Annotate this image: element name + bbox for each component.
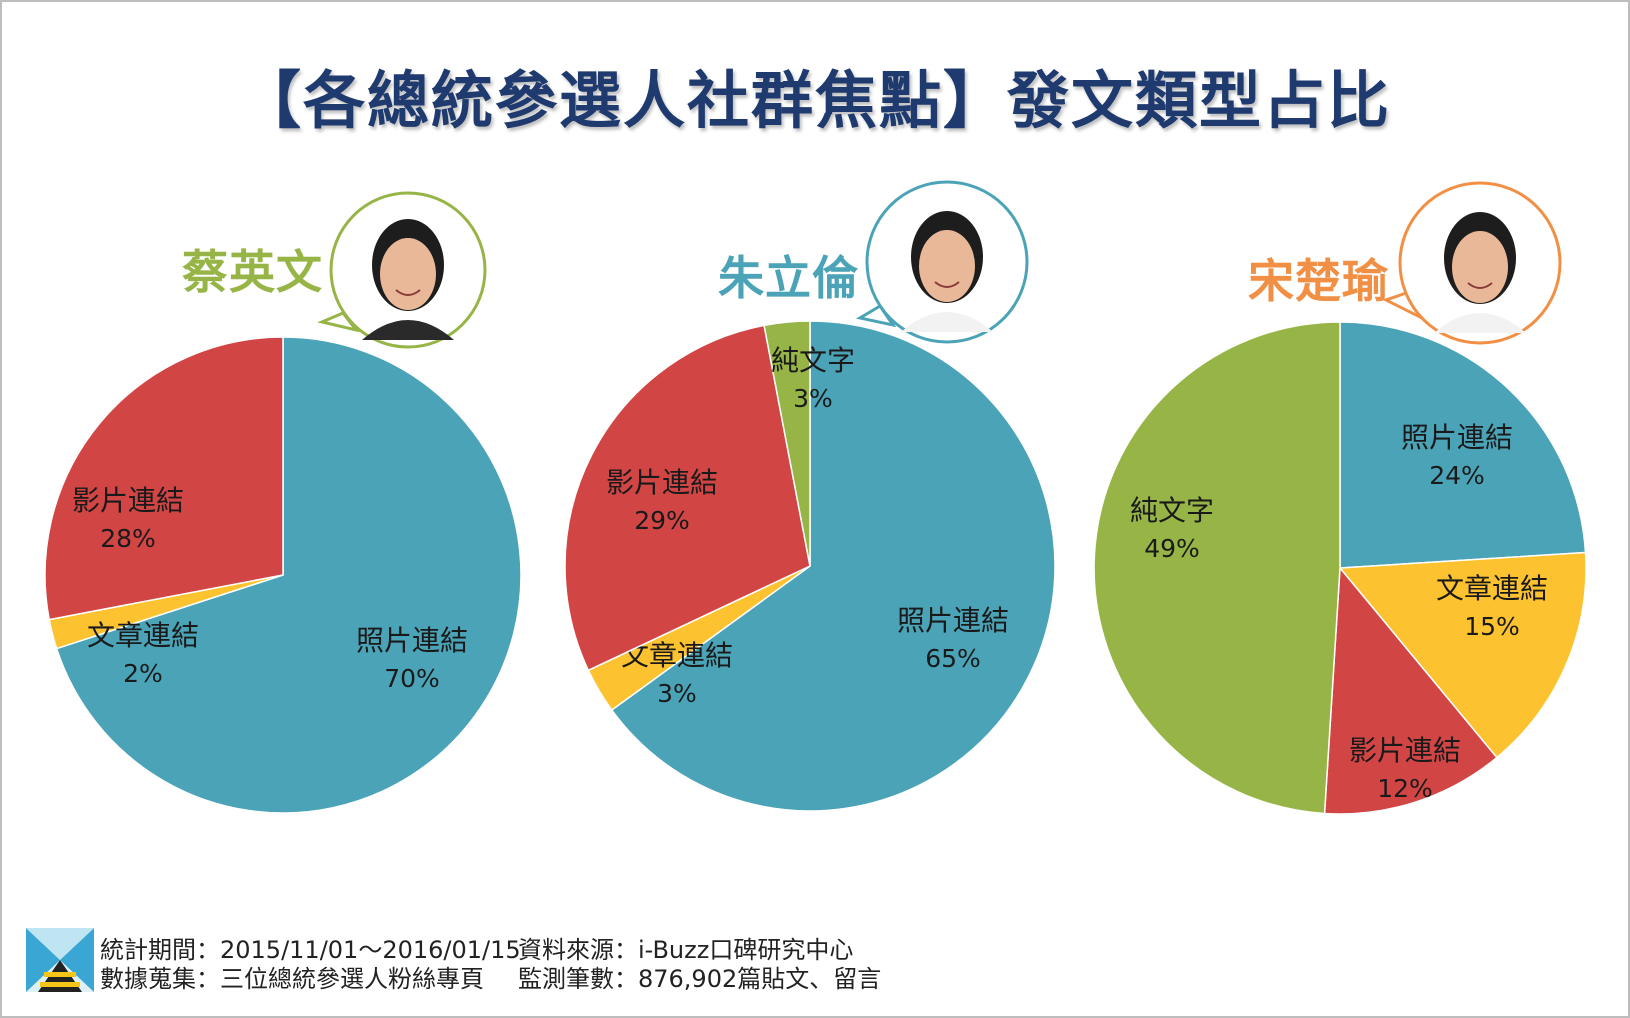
- pie-chart: 照片連結 24% 文章連結 15% 影片連結 12% 純文字 49%: [1093, 321, 1587, 815]
- speech-bubble: [1382, 181, 1562, 345]
- pie-slice: [1093, 321, 1341, 815]
- slice-percent-label: 65%: [925, 644, 981, 673]
- slice-percent-label: 3%: [793, 384, 833, 413]
- slice-category-label: 照片連結: [356, 624, 468, 657]
- speech-bubble: [855, 180, 1029, 344]
- slice-category-label: 純文字: [1130, 494, 1214, 527]
- slice-category-label: 影片連結: [72, 484, 184, 517]
- slice-percent-label: 49%: [1144, 534, 1200, 563]
- speech-bubble: [317, 191, 487, 349]
- slide-title: 【各總統參選人社群焦點】發文類型占比: [238, 64, 1391, 137]
- candidate-name-tsai: 蔡英文: [182, 245, 323, 299]
- pie-slice: [55, 336, 522, 814]
- slice-category-label: 照片連結: [897, 604, 1009, 637]
- slice-percent-label: 24%: [1429, 461, 1485, 490]
- slice-category-label: 純文字: [771, 344, 855, 377]
- portrait-tsai: [362, 219, 454, 340]
- slice-percent-label: 3%: [657, 679, 697, 708]
- pie-slice: [1338, 551, 1587, 759]
- slice-category-label: 照片連結: [1401, 421, 1513, 454]
- slice-category-label: 文章連結: [87, 619, 199, 652]
- footer-collection: 數據蒐集：三位總統參選人粉絲專頁: [100, 965, 484, 993]
- ibuzz-logo: [26, 928, 94, 992]
- slice-category-label: 影片連結: [606, 466, 718, 499]
- footer-period: 統計期間：2015/11/01～2016/01/15: [100, 936, 521, 964]
- pie-slice: [1323, 566, 1498, 815]
- footer-notes: 統計期間：2015/11/01～2016/01/15資料來源：i-Buzz口碑研…: [100, 936, 881, 994]
- candidate-name-soong: 宋楚瑜: [1248, 254, 1389, 308]
- slice-category-label: 影片連結: [1349, 734, 1461, 767]
- portrait-soong: [1434, 212, 1526, 333]
- slice-percent-label: 15%: [1464, 612, 1520, 641]
- pie-slice: [564, 324, 811, 672]
- slice-percent-label: 2%: [123, 659, 163, 688]
- pie-slice: [763, 320, 811, 567]
- portrait-chu: [901, 211, 993, 332]
- slice-percent-label: 12%: [1377, 774, 1433, 803]
- footer-source: 資料來源：i-Buzz口碑研究中心: [518, 936, 854, 964]
- pie-slice: [44, 336, 284, 621]
- slice-percent-label: 70%: [384, 664, 440, 693]
- footer-count: 監測筆數：876,902篇貼文、留言: [518, 965, 882, 993]
- slice-category-label: 文章連結: [1436, 572, 1548, 605]
- slice-percent-label: 29%: [634, 506, 690, 535]
- slice-percent-label: 28%: [100, 524, 156, 553]
- pie-slice: [1339, 321, 1587, 569]
- pie-slice: [610, 320, 1056, 812]
- candidate-name-chu: 朱立倫: [718, 251, 859, 305]
